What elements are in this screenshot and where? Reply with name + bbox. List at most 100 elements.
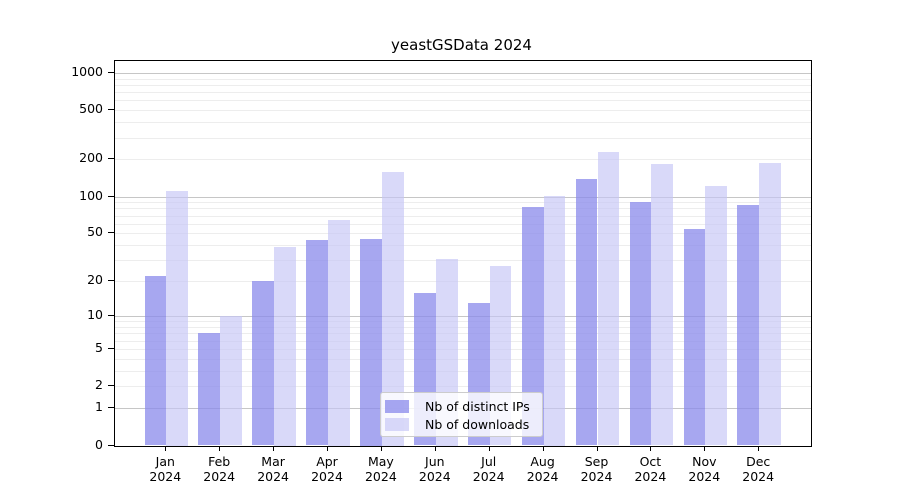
bar-nb-of-distinct-ips-apr-2024 bbox=[306, 240, 328, 446]
x-tick-mark bbox=[488, 445, 490, 451]
minor-gridline bbox=[114, 358, 811, 360]
bar-nb-of-downloads-apr-2024 bbox=[328, 219, 350, 446]
minor-gridline bbox=[114, 122, 811, 124]
y-tick-label: 1 bbox=[95, 399, 103, 415]
x-tick-mark bbox=[596, 445, 598, 451]
legend-label: Nb of downloads bbox=[425, 416, 530, 432]
y-tick-mark bbox=[107, 109, 114, 111]
x-tick-label: Nov 2024 bbox=[688, 453, 721, 484]
bar-nb-of-downloads-dec-2024 bbox=[759, 162, 781, 446]
y-tick-mark bbox=[107, 232, 114, 234]
y-tick-mark bbox=[107, 195, 114, 197]
y-tick-label: 500 bbox=[79, 101, 103, 117]
x-tick-mark bbox=[219, 445, 221, 451]
x-tick-mark bbox=[165, 445, 167, 451]
y-tick-mark bbox=[107, 280, 114, 282]
minor-gridline bbox=[114, 159, 811, 161]
y-tick-mark bbox=[107, 71, 114, 73]
x-tick-mark bbox=[434, 445, 436, 451]
chart-title: yeastGSData 2024 bbox=[391, 36, 532, 54]
y-tick-label: 200 bbox=[79, 150, 103, 166]
bar-nb-of-distinct-ips-may-2024 bbox=[360, 239, 382, 446]
minor-gridline bbox=[114, 386, 811, 388]
minor-gridline bbox=[114, 223, 811, 225]
x-tick-label: Sep 2024 bbox=[580, 453, 613, 484]
x-tick-label: Jul 2024 bbox=[472, 453, 505, 484]
x-tick-label: May 2024 bbox=[364, 453, 397, 484]
major-gridline bbox=[114, 72, 811, 74]
x-tick-mark bbox=[704, 445, 706, 451]
bar-nb-of-downloads-oct-2024 bbox=[651, 163, 674, 446]
major-gridline bbox=[114, 196, 811, 198]
minor-gridline bbox=[114, 260, 811, 262]
minor-gridline bbox=[114, 321, 811, 323]
y-tick-label: 50 bbox=[87, 224, 103, 240]
bar-nb-of-distinct-ips-sep-2024 bbox=[575, 178, 598, 446]
legend: Nb of distinct IPs Nb of downloads bbox=[380, 391, 543, 437]
minor-gridline bbox=[114, 92, 811, 93]
x-tick-label: Mar 2024 bbox=[257, 453, 289, 484]
x-tick-label: Feb 2024 bbox=[203, 453, 236, 484]
legend-swatch-icon bbox=[385, 417, 409, 431]
y-tick-mark bbox=[107, 158, 114, 160]
x-tick-label: Oct 2024 bbox=[634, 453, 667, 484]
legend-swatch-icon bbox=[385, 399, 409, 413]
x-tick-mark bbox=[327, 445, 328, 451]
minor-gridline bbox=[114, 202, 811, 204]
y-tick-label: 100 bbox=[79, 187, 103, 203]
bar-nb-of-distinct-ips-oct-2024 bbox=[629, 202, 652, 446]
minor-gridline bbox=[114, 348, 811, 350]
x-tick-mark bbox=[542, 445, 544, 451]
bar-nb-of-downloads-mar-2024 bbox=[274, 246, 296, 446]
minor-gridline bbox=[114, 233, 811, 235]
y-tick-label: 20 bbox=[87, 272, 103, 288]
y-tick-mark bbox=[107, 444, 114, 446]
x-tick-label: Aug 2024 bbox=[526, 453, 559, 484]
y-tick-mark bbox=[107, 347, 114, 349]
x-tick-label: Dec 2024 bbox=[742, 453, 775, 484]
plot-area bbox=[113, 59, 812, 447]
bar-nb-of-distinct-ips-aug-2024 bbox=[521, 207, 544, 446]
bar-nb-of-distinct-ips-jan-2024 bbox=[144, 276, 167, 446]
y-tick-mark bbox=[107, 315, 114, 317]
legend-label: Nb of distinct IPs bbox=[425, 398, 530, 414]
minor-gridline bbox=[114, 245, 811, 247]
minor-gridline bbox=[114, 370, 811, 372]
x-tick-mark bbox=[758, 445, 760, 451]
bar-nb-of-distinct-ips-feb-2024 bbox=[198, 333, 221, 446]
bar-nb-of-distinct-ips-dec-2024 bbox=[737, 205, 760, 446]
y-tick-mark bbox=[107, 407, 114, 409]
minor-gridline bbox=[114, 78, 811, 80]
bar-nb-of-downloads-may-2024 bbox=[381, 172, 404, 446]
bar-nb-of-downloads-jan-2024 bbox=[166, 190, 189, 446]
y-tick-mark bbox=[107, 385, 114, 387]
bar-nb-of-distinct-ips-nov-2024 bbox=[683, 229, 706, 446]
legend-item: Nb of downloads bbox=[385, 417, 537, 432]
major-gridline bbox=[114, 316, 811, 318]
minor-gridline bbox=[114, 84, 811, 86]
minor-gridline bbox=[114, 137, 811, 139]
y-tick-label: 5 bbox=[95, 339, 103, 355]
minor-gridline bbox=[114, 327, 811, 328]
bar-nb-of-downloads-feb-2024 bbox=[220, 316, 242, 446]
x-tick-label: Apr 2024 bbox=[311, 453, 343, 484]
bar-nb-of-downloads-nov-2024 bbox=[705, 185, 728, 446]
bar-nb-of-downloads-aug-2024 bbox=[543, 196, 566, 446]
x-tick-label: Jan 2024 bbox=[149, 453, 182, 484]
minor-gridline bbox=[114, 281, 811, 283]
legend-item: Nb of distinct IPs bbox=[385, 399, 537, 414]
minor-gridline bbox=[114, 208, 811, 210]
y-tick-label: 2 bbox=[95, 377, 103, 393]
bar-nb-of-downloads-sep-2024 bbox=[597, 151, 620, 446]
minor-gridline bbox=[114, 333, 811, 335]
minor-gridline bbox=[114, 100, 811, 102]
y-tick-label: 10 bbox=[87, 307, 103, 323]
minor-gridline bbox=[114, 110, 811, 112]
x-tick-mark bbox=[650, 445, 652, 451]
x-tick-mark bbox=[273, 445, 275, 451]
minor-gridline bbox=[114, 340, 811, 342]
bar-nb-of-distinct-ips-mar-2024 bbox=[252, 281, 275, 446]
x-tick-mark bbox=[380, 445, 382, 451]
x-tick-label: Jun 2024 bbox=[418, 453, 451, 484]
